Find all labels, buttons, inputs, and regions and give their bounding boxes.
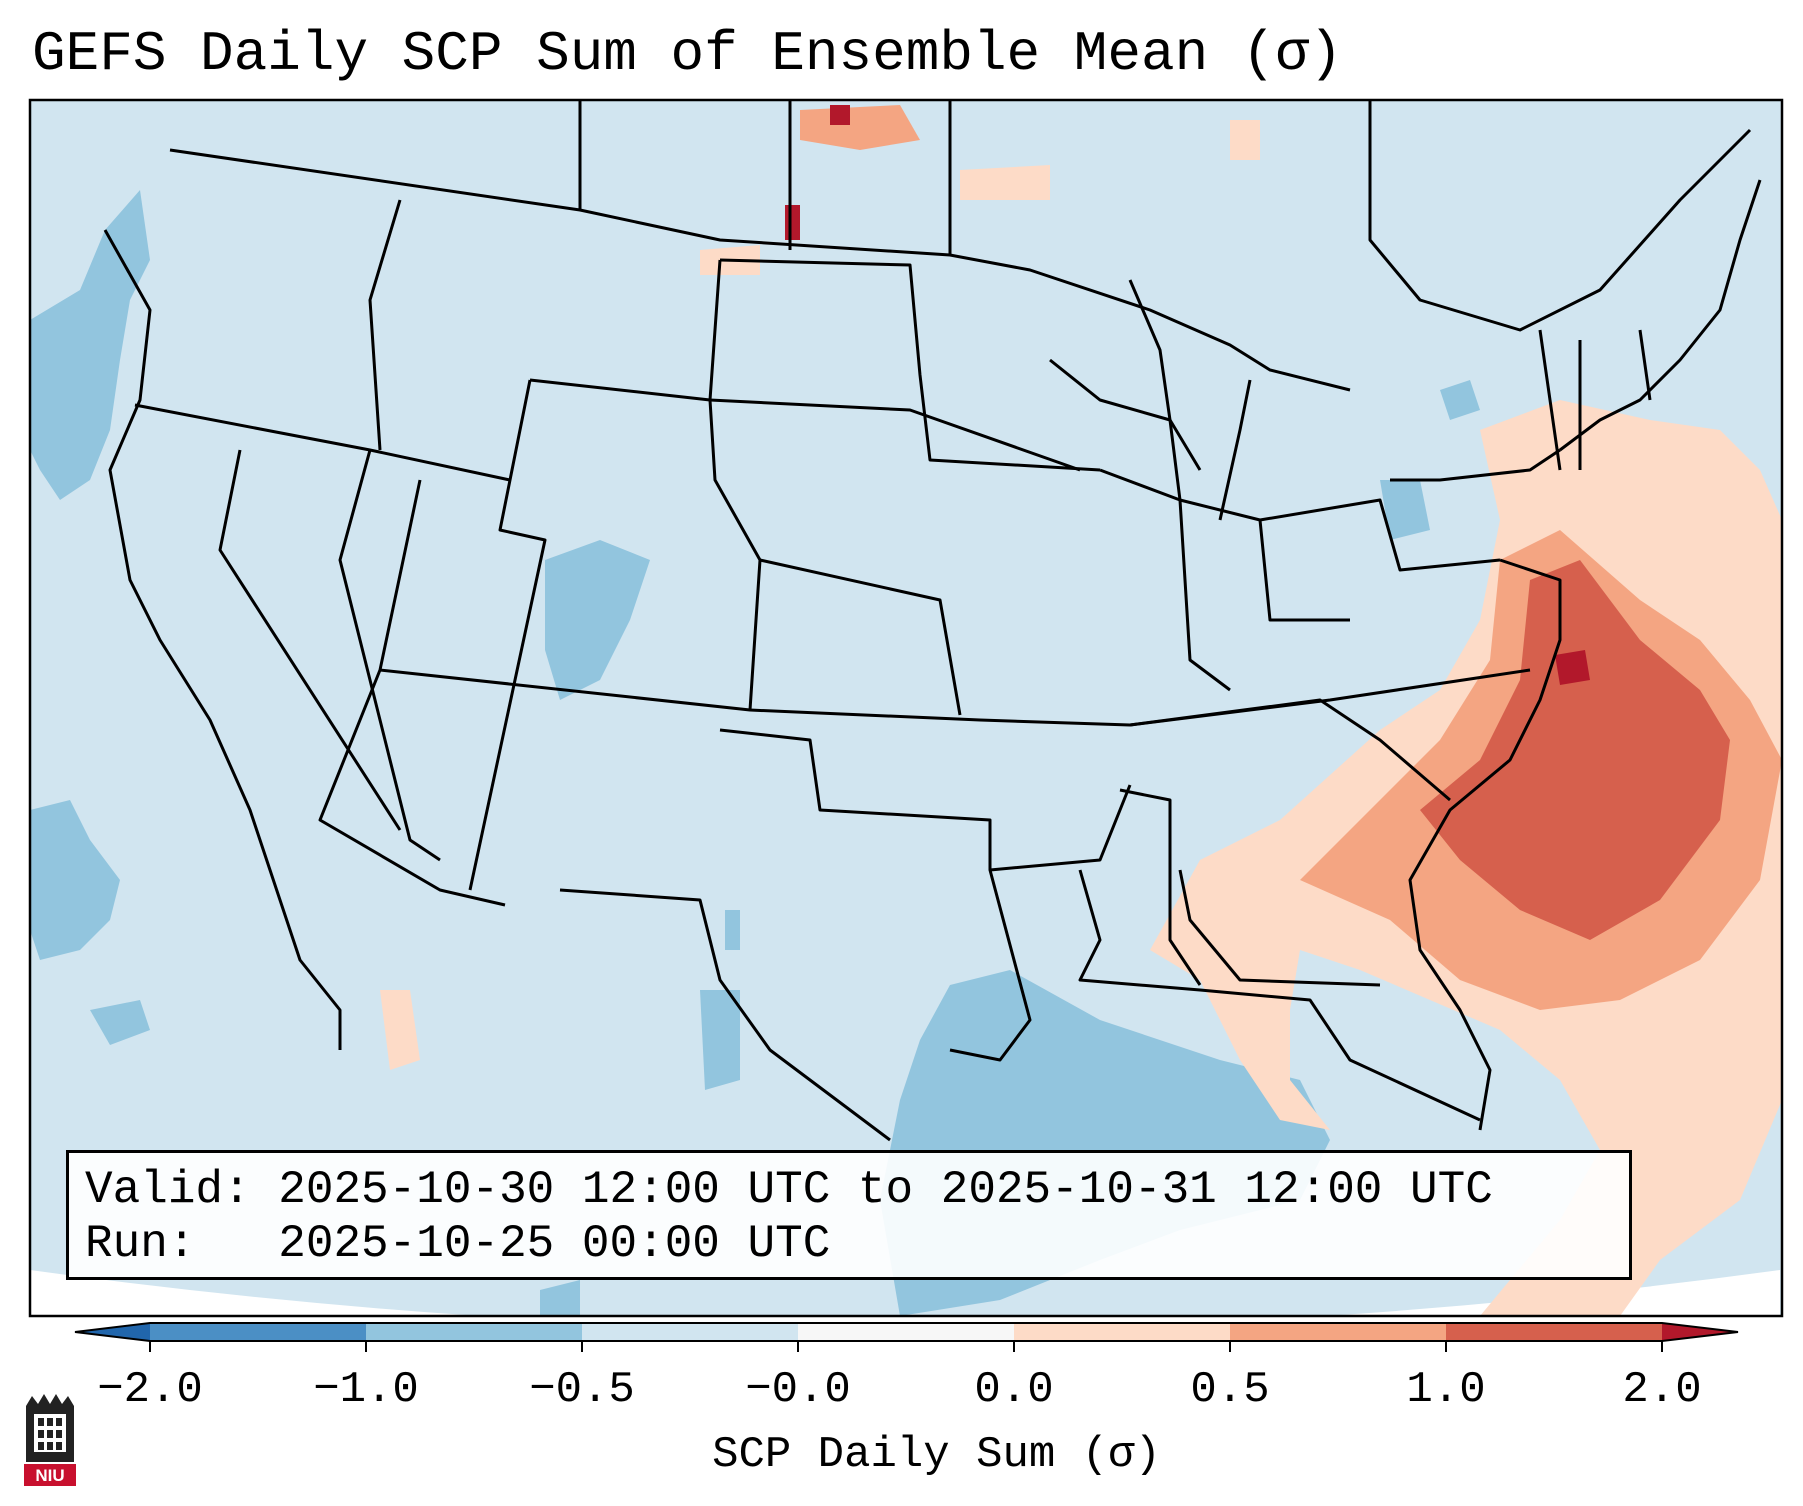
colorbar-bin <box>150 1323 366 1341</box>
colorbar-bin <box>366 1323 582 1341</box>
colorbar-bin <box>582 1323 798 1341</box>
colorbar-tick-label: 2.0 <box>1622 1365 1702 1415</box>
colorbar-extend-high <box>1662 1323 1738 1341</box>
niu-logo: NIU <box>24 1394 76 1486</box>
colorbar-tick-label: −0.5 <box>529 1365 635 1415</box>
colorbar-tick-label: 0.5 <box>1190 1365 1270 1415</box>
state-boundaries <box>103 100 1762 1142</box>
map-frame <box>28 98 1784 1318</box>
colorbar <box>74 1322 1739 1352</box>
positive-anomaly-areas <box>380 105 1782 1316</box>
run-time-line: Run: 2025-10-25 00:00 UTC <box>85 1218 831 1270</box>
colorbar-bin <box>1230 1323 1446 1341</box>
colorbar-bin <box>798 1323 1014 1341</box>
colorbar-bin <box>1014 1323 1230 1341</box>
valid-time-line: Valid: 2025-10-30 12:00 UTC to 2025-10-3… <box>85 1164 1493 1216</box>
colorbar-tick-label: −0.0 <box>745 1365 851 1415</box>
colorbar-label: SCP Daily Sum (σ) <box>712 1430 1161 1480</box>
colorbar-bin <box>1446 1323 1662 1341</box>
colorbar-tick-label: 1.0 <box>1406 1365 1486 1415</box>
valid-run-info-box: Valid: 2025-10-30 12:00 UTC to 2025-10-3… <box>66 1150 1632 1280</box>
colorbar-tick-label: 0.0 <box>974 1365 1054 1415</box>
svg-text:NIU: NIU <box>35 1466 64 1485</box>
colorbar-tick-label: −2.0 <box>97 1365 203 1415</box>
colorbar-extend-low <box>75 1323 150 1341</box>
colorbar-tick-label: −1.0 <box>313 1365 419 1415</box>
chart-title: GEFS Daily SCP Sum of Ensemble Mean (σ) <box>32 22 1343 86</box>
